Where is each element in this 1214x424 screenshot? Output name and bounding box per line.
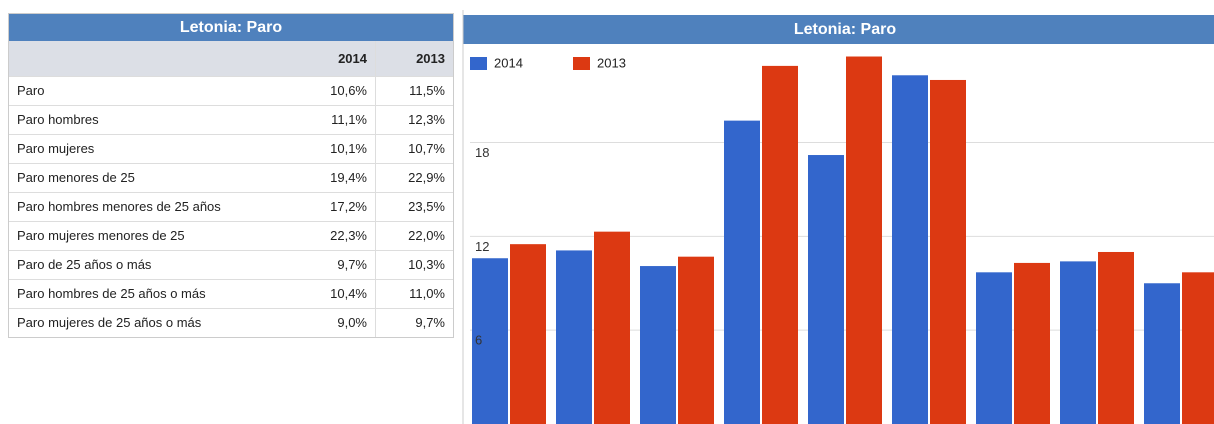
y-tick-label: 12 [475,239,489,254]
table-cell: 22,0% [375,222,453,250]
legend-label: 2014 [494,55,523,70]
table-cell: Paro de 25 años o más [17,257,152,272]
table-cell: 22,3% [330,228,367,243]
bar [808,155,844,424]
table-cell: 22,9% [375,164,453,192]
table-row: Paro hombres 11,1% 12,3% [9,105,453,134]
table-cell: 11,1% [331,112,367,127]
table-cell: 11,0% [375,280,453,308]
bar [1098,251,1134,424]
table-cell: Paro mujeres [17,141,95,156]
bar [976,272,1012,424]
table-cell: Paro hombres [17,112,99,127]
table-cell: 23,5% [375,193,453,221]
table-cell: Paro hombres de 25 años o más [17,286,206,301]
bar [472,258,508,424]
table-cell: 10,4% [330,286,367,301]
bar [1182,272,1214,424]
bar [1144,283,1180,424]
header-cell: 2013 [375,41,453,76]
header-cell [9,41,299,76]
table-row: Paro 10,6% 11,5% [9,76,453,105]
table-cell: 12,3% [375,106,453,134]
table-cell: 10,3% [375,251,453,279]
chart-title-bar [463,15,1214,44]
bar [640,266,676,424]
table-cell: 9,0% [337,315,367,330]
chart-title: Letonia: Paro [794,21,896,38]
bar [510,244,546,424]
data-table: Letonia: Paro 2014 2013 Paro 10,6% 11,5% Pa… [8,13,454,338]
table-row: Paro de 25 años o más 9,7% 10,3% [9,250,453,279]
bar [724,120,760,424]
y-tick-label: 6 [475,333,482,348]
table-row: Paro hombres menores de 25 años 17,2% 23,5… [9,192,453,221]
table-cell: 11,5% [375,77,453,105]
header-cell: 2014 [338,51,367,66]
table-cell: 17,2% [330,199,367,214]
table-cell: Paro mujeres menores de 25 [17,228,185,243]
table-row: Paro mujeres menores de 25 22,3% 22,0% [9,221,453,250]
table-cell: 10,7% [375,135,453,163]
table-cell: Paro menores de 25 [17,170,135,185]
table-cell: Paro mujeres de 25 años o más [17,315,202,330]
table-row: Paro mujeres de 25 años o más 9,0% 9,7% [9,308,453,337]
y-tick-label: 18 [475,145,489,160]
table-cell: 9,7% [337,257,367,272]
bar [846,56,882,424]
bar [930,79,966,424]
table-cell: 19,4% [330,170,367,185]
table-title: Letonia: Paro [9,14,453,41]
bar [556,250,592,424]
bar [594,231,630,424]
table-row: Paro hombres de 25 años o más 10,4% 11,0% [9,279,453,308]
bar [892,75,928,424]
table-cell: 9,7% [375,309,453,337]
legend-label: 2013 [597,55,626,70]
bar [1014,262,1050,424]
bar [678,256,714,424]
table-row: Paro menores de 25 19,4% 22,9% [9,163,453,192]
table-cell: Paro [17,83,45,98]
table-header: 2014 2013 [9,41,453,76]
legend-swatch [470,57,487,70]
table-row: Paro mujeres 10,1% 10,7% [9,134,453,163]
table-cell: 10,1% [330,141,367,156]
table-cell: 10,6% [330,83,367,98]
bar [762,65,798,424]
bar [1060,261,1096,424]
table-cell: Paro hombres menores de 25 años [17,199,221,214]
legend-swatch [573,57,590,70]
